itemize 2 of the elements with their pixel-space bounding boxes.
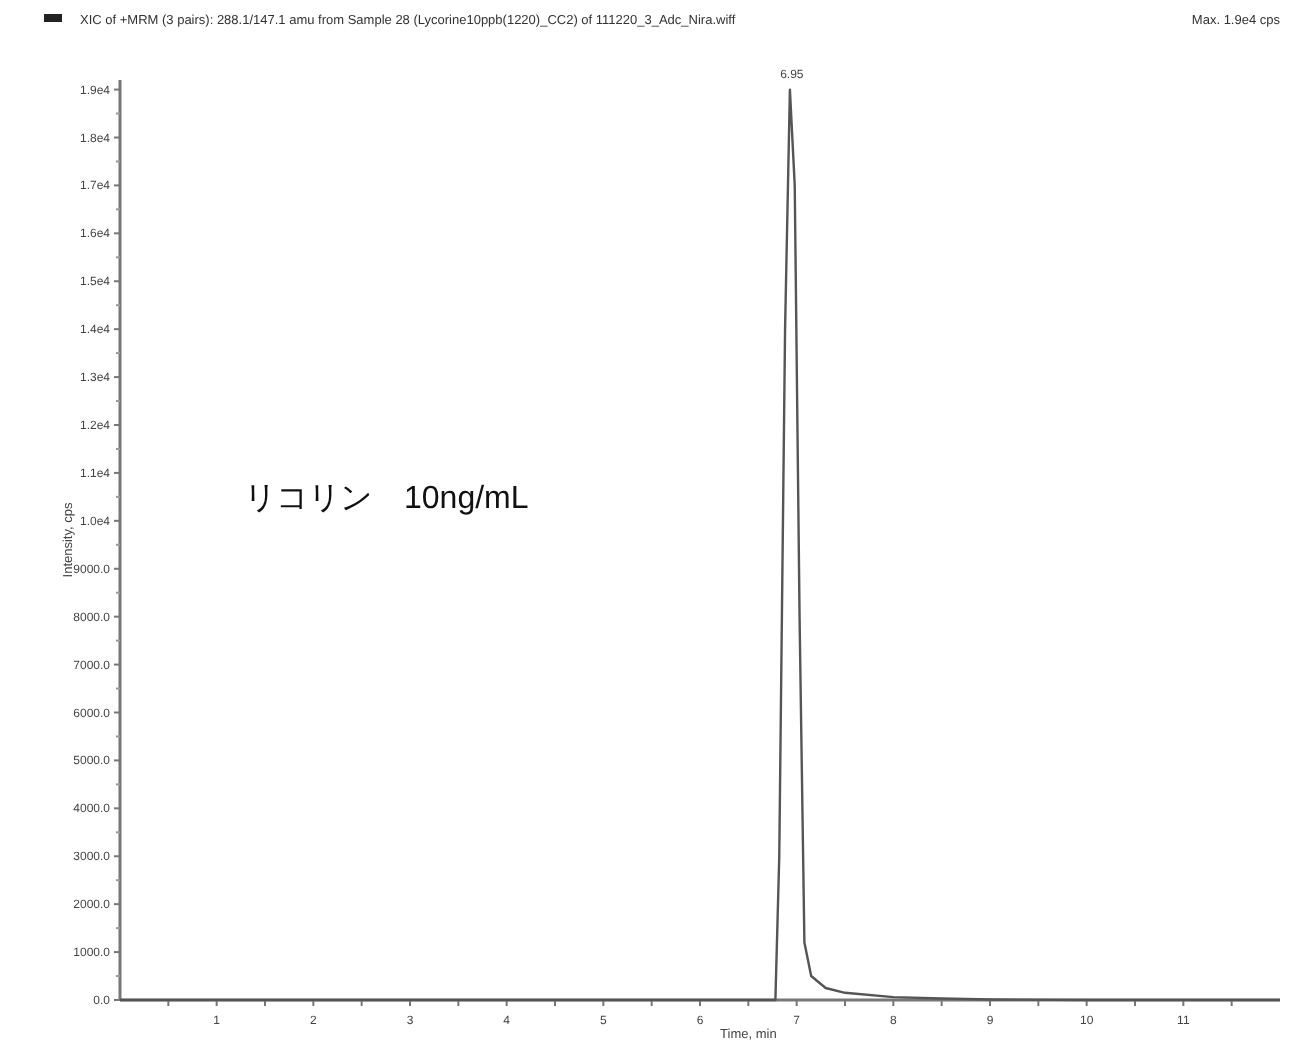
line-series — [118, 88, 1282, 1002]
annotation: リコリン 10ng/mL — [244, 482, 529, 516]
